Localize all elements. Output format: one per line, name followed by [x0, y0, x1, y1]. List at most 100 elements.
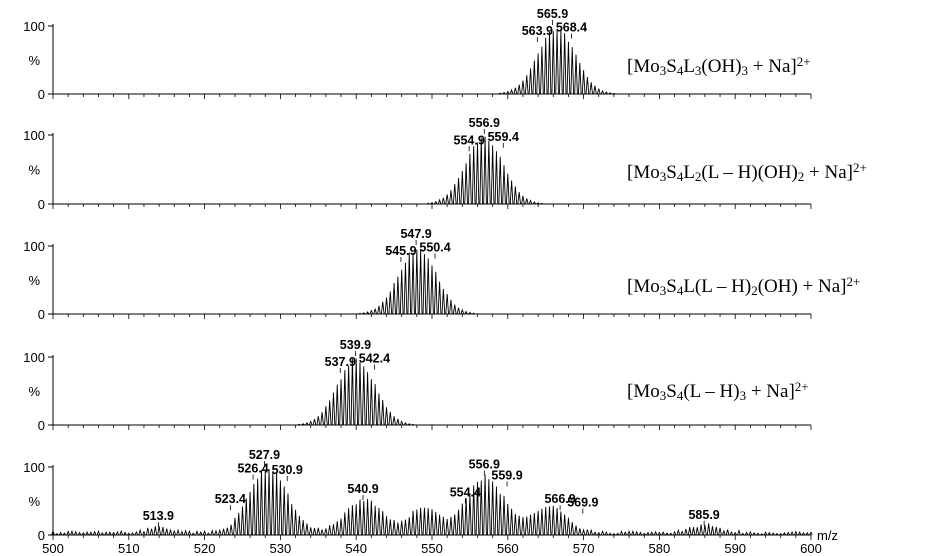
y-tick-label-0: 0 — [38, 528, 45, 543]
formula-text: [Mo — [627, 381, 660, 402]
formula-text: S — [666, 381, 677, 402]
formula-text: (L – H)(OH) — [701, 162, 797, 183]
spectrum-trace — [53, 136, 811, 205]
peak-label: 527.9 — [249, 448, 280, 462]
formula-subscript: 4 — [677, 388, 684, 403]
x-tick-label: 540 — [345, 541, 367, 556]
x-tick-label: 520 — [194, 541, 216, 556]
species-formula: [Mo3S4(L – H)3 + Na]2+ — [627, 379, 809, 403]
formula-subscript: 4 — [677, 169, 684, 184]
y-tick-label-100: 100 — [23, 460, 45, 475]
y-tick-label-100: 100 — [23, 350, 45, 365]
y-axis-label: % — [28, 384, 40, 399]
x-tick-label: 590 — [724, 541, 746, 556]
peak-label: 566.9 — [544, 492, 575, 506]
peak-label: 554.9 — [454, 133, 485, 147]
peak-label: 569.9 — [567, 496, 598, 510]
peak-label: 545.9 — [385, 244, 416, 258]
peak-label: 568.4 — [556, 21, 587, 35]
peak-label: 559.9 — [491, 468, 522, 482]
formula-text: S — [666, 56, 677, 77]
formula-text: [Mo — [627, 56, 660, 77]
spectrum-panel-3: 100 0% 547.9 545.9 550.4 [Mo3S4L(L – H)2(OH) … — [23, 227, 860, 322]
x-tick-label: 570 — [573, 541, 595, 556]
formula-text: [Mo — [627, 276, 660, 297]
peak-label: 556.9 — [469, 116, 500, 130]
formula-subscript: 3 — [740, 388, 747, 403]
peak-label: 559.4 — [488, 130, 519, 144]
formula-superscript: 2+ — [797, 54, 811, 69]
formula-superscript: 2+ — [847, 274, 861, 289]
formula-subscript: 4 — [677, 63, 684, 78]
y-axis-label: % — [28, 53, 40, 68]
formula-subscript: 3 — [742, 63, 749, 78]
y-tick-label-100: 100 — [23, 239, 45, 254]
formula-superscript: 2+ — [795, 379, 809, 394]
peak-label: 542.4 — [359, 352, 390, 366]
formula-subscript: 4 — [677, 283, 684, 298]
peak-label: 556.9 — [469, 458, 500, 472]
spectrum-trace — [53, 358, 811, 426]
formula-subscript: 2 — [798, 169, 805, 184]
peak-label: 585.9 — [688, 508, 719, 522]
peak-label: 513.9 — [143, 509, 174, 523]
formula-subscript: 3 — [660, 169, 667, 184]
formula-text: + Na] — [746, 381, 795, 402]
formula-subscript: 3 — [695, 63, 702, 78]
formula-text: L — [683, 162, 695, 183]
x-tick-label: 600 — [800, 541, 822, 556]
y-axis-label: % — [28, 163, 40, 178]
peak-label: 540.9 — [347, 482, 378, 496]
peak-label: 547.9 — [400, 227, 431, 241]
x-tick-label: 550 — [421, 541, 443, 556]
peak-label: 530.9 — [272, 463, 303, 477]
formula-text: [Mo — [627, 162, 660, 183]
species-formula: [Mo3S4L3(OH)3 + Na]2+ — [627, 54, 811, 78]
formula-text: + Na] — [804, 162, 853, 183]
formula-text: (OH) — [701, 56, 741, 77]
species-formula: [Mo3S4L(L – H)2(OH) + Na]2+ — [627, 274, 860, 298]
peak-label: 550.4 — [419, 241, 450, 255]
spectrum-trace — [53, 30, 811, 95]
spectrum-trace — [53, 249, 811, 315]
x-tick-label: 500 — [42, 541, 64, 556]
y-axis-label: % — [28, 494, 40, 509]
formula-subscript: 3 — [660, 388, 667, 403]
formula-text: S — [666, 162, 677, 183]
y-tick-label-0: 0 — [38, 197, 45, 212]
peak-label: 563.9 — [522, 24, 553, 38]
y-tick-label-0: 0 — [38, 87, 45, 102]
x-tick-label: 580 — [649, 541, 671, 556]
formula-text: + Na] — [748, 56, 797, 77]
species-formula: [Mo3S4L2(L – H)(OH)2 + Na]2+ — [627, 160, 867, 184]
x-axis-label: m/z — [817, 528, 838, 543]
peak-label: 565.9 — [537, 7, 568, 21]
y-tick-label-0: 0 — [38, 307, 45, 322]
peak-label: 526.4 — [237, 462, 268, 476]
y-tick-label-100: 100 — [23, 19, 45, 34]
spectrum-trace — [51, 469, 813, 536]
formula-subscript: 2 — [695, 169, 702, 184]
peak-label: 523.4 — [215, 492, 246, 506]
formula-subscript: 2 — [751, 283, 758, 298]
peak-label: 537.9 — [325, 355, 356, 369]
formula-text: (OH) + Na] — [758, 276, 847, 297]
formula-text: S — [666, 276, 677, 297]
formula-superscript: 2+ — [853, 160, 867, 175]
formula-text: L — [683, 56, 695, 77]
formula-subscript: 3 — [660, 63, 667, 78]
formula-subscript: 3 — [660, 283, 667, 298]
y-tick-label-0: 0 — [38, 418, 45, 433]
x-tick-label: 510 — [118, 541, 140, 556]
y-axis-label: % — [28, 273, 40, 288]
formula-text: L(L – H) — [683, 276, 751, 297]
peak-label: 554.4 — [450, 485, 481, 499]
x-tick-label: 530 — [270, 541, 292, 556]
formula-text: (L – H) — [683, 381, 739, 402]
x-tick-label: 560 — [497, 541, 519, 556]
y-tick-label-100: 100 — [23, 128, 45, 143]
